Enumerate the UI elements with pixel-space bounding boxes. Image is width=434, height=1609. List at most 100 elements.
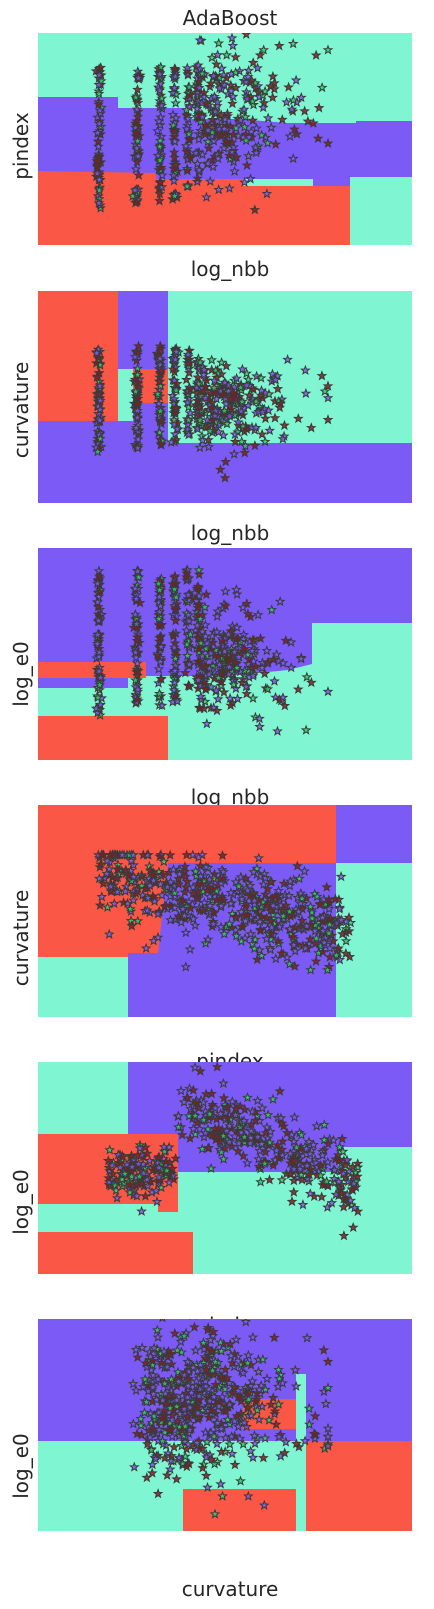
panel-5-star [173,1121,184,1132]
panel-2-star [171,423,183,434]
panel-3-star [182,650,193,661]
panel-4-star [180,927,192,938]
panel-1-star [257,101,269,113]
panel-1-star [205,77,217,89]
panel-4-star [318,893,330,904]
panel-4-star [204,900,216,911]
panel-1-star [240,135,252,146]
panel-5-star [130,1179,142,1191]
panel-5-star [215,1108,226,1119]
panel-2-star [198,364,210,375]
panel-1-star [167,87,179,98]
panel-5-star [107,1168,119,1179]
panel-6-star [148,1342,160,1353]
panel-2-region-2 [38,291,118,421]
panel-1-star [286,103,298,115]
panel-1-star [213,184,225,195]
panel-6-star [243,1387,255,1398]
panel-3-star [132,565,143,576]
panel-5-star [227,1096,238,1107]
panel-4-star [126,920,138,931]
panel-6-star [247,1452,259,1463]
panel-5-star [153,1151,165,1162]
panel-1-star [287,38,299,49]
panel-2-ylabel: curvature [9,362,33,459]
panel-5-star [219,1142,231,1153]
panel-6-star [159,1377,171,1389]
panel-5-star [238,1131,250,1142]
panel-4-star [240,872,252,884]
panel-6-star [268,1332,280,1343]
panel-1-star [230,67,241,78]
panel-3-star [129,674,141,685]
panel-5-star [259,1157,271,1169]
panel-1-star [276,114,288,125]
panel-5-star [218,1130,229,1141]
panel-1-star [193,82,205,93]
panel-6-star [270,1418,282,1430]
panel-1-star [95,62,107,73]
panel-4-star [294,897,306,908]
panel-5-star [209,1102,221,1113]
panel-1-star [268,83,280,94]
panel-1-star [197,148,208,160]
panel-5-star [328,1134,339,1145]
panel-2-star [182,397,193,408]
panel-3-star [205,681,217,692]
panel-6-star [308,1428,320,1439]
panel-6-star [216,1446,227,1457]
panel-4-star [277,904,288,915]
panel-6-star [165,1423,177,1434]
panel-3-star [169,665,181,676]
panel-3-star [247,692,259,703]
panel-4-star [164,849,176,860]
panel-2-star [91,371,103,382]
panel-4-star [179,886,191,897]
panel-6-star [147,1369,159,1380]
panel-5-star [256,1138,268,1149]
panel-6-star [224,1377,235,1388]
panel-1-star [181,180,193,191]
panel-1-star [202,124,214,135]
panel-3-star [181,567,193,578]
panel-5-star [178,1096,190,1107]
panel-3-star [200,630,211,641]
panel-4-star [195,860,206,871]
panel-1-star [212,153,224,164]
panel-6-star [147,1381,159,1392]
panel-5-star [352,1158,364,1169]
panel-4-star [118,896,129,908]
panel-3-star [239,643,250,654]
panel-2-star [250,422,262,433]
panel-1-star [313,102,325,113]
panel-3-star [242,649,254,660]
panel-5-star [285,1168,296,1180]
panel-3-star [211,626,223,637]
panel-5-star [272,1139,284,1150]
panel-5-star [204,1108,216,1119]
panel-6-star [245,1409,257,1421]
panel-6-star [263,1414,275,1425]
panel-3-star [156,673,167,684]
panel-4-star [169,887,181,898]
panel-6-star [202,1481,213,1493]
panel-5-star [311,1120,323,1131]
panel-6-star [151,1324,163,1335]
panel-1-star [130,163,142,174]
panel-5-ylabel: log_e0 [9,1169,33,1235]
panel-1-star [209,91,220,102]
panel-5-star [147,1164,159,1176]
panel-6-star [148,1410,160,1421]
panel-6-star [195,1359,206,1370]
panel-2: log_nbb curvature [9,291,412,545]
panel-6-xlabel: curvature [182,1577,279,1601]
panel-6-star [135,1419,147,1431]
panel-1-star [183,128,195,139]
panel-6-star [191,1375,202,1386]
panel-5-star [278,1120,289,1131]
panel-6-star [235,1475,246,1486]
panel-5-star [347,1184,359,1196]
panel-6-star [226,1357,238,1368]
panel-6-star [229,1459,241,1470]
panel-3-star [198,677,210,688]
